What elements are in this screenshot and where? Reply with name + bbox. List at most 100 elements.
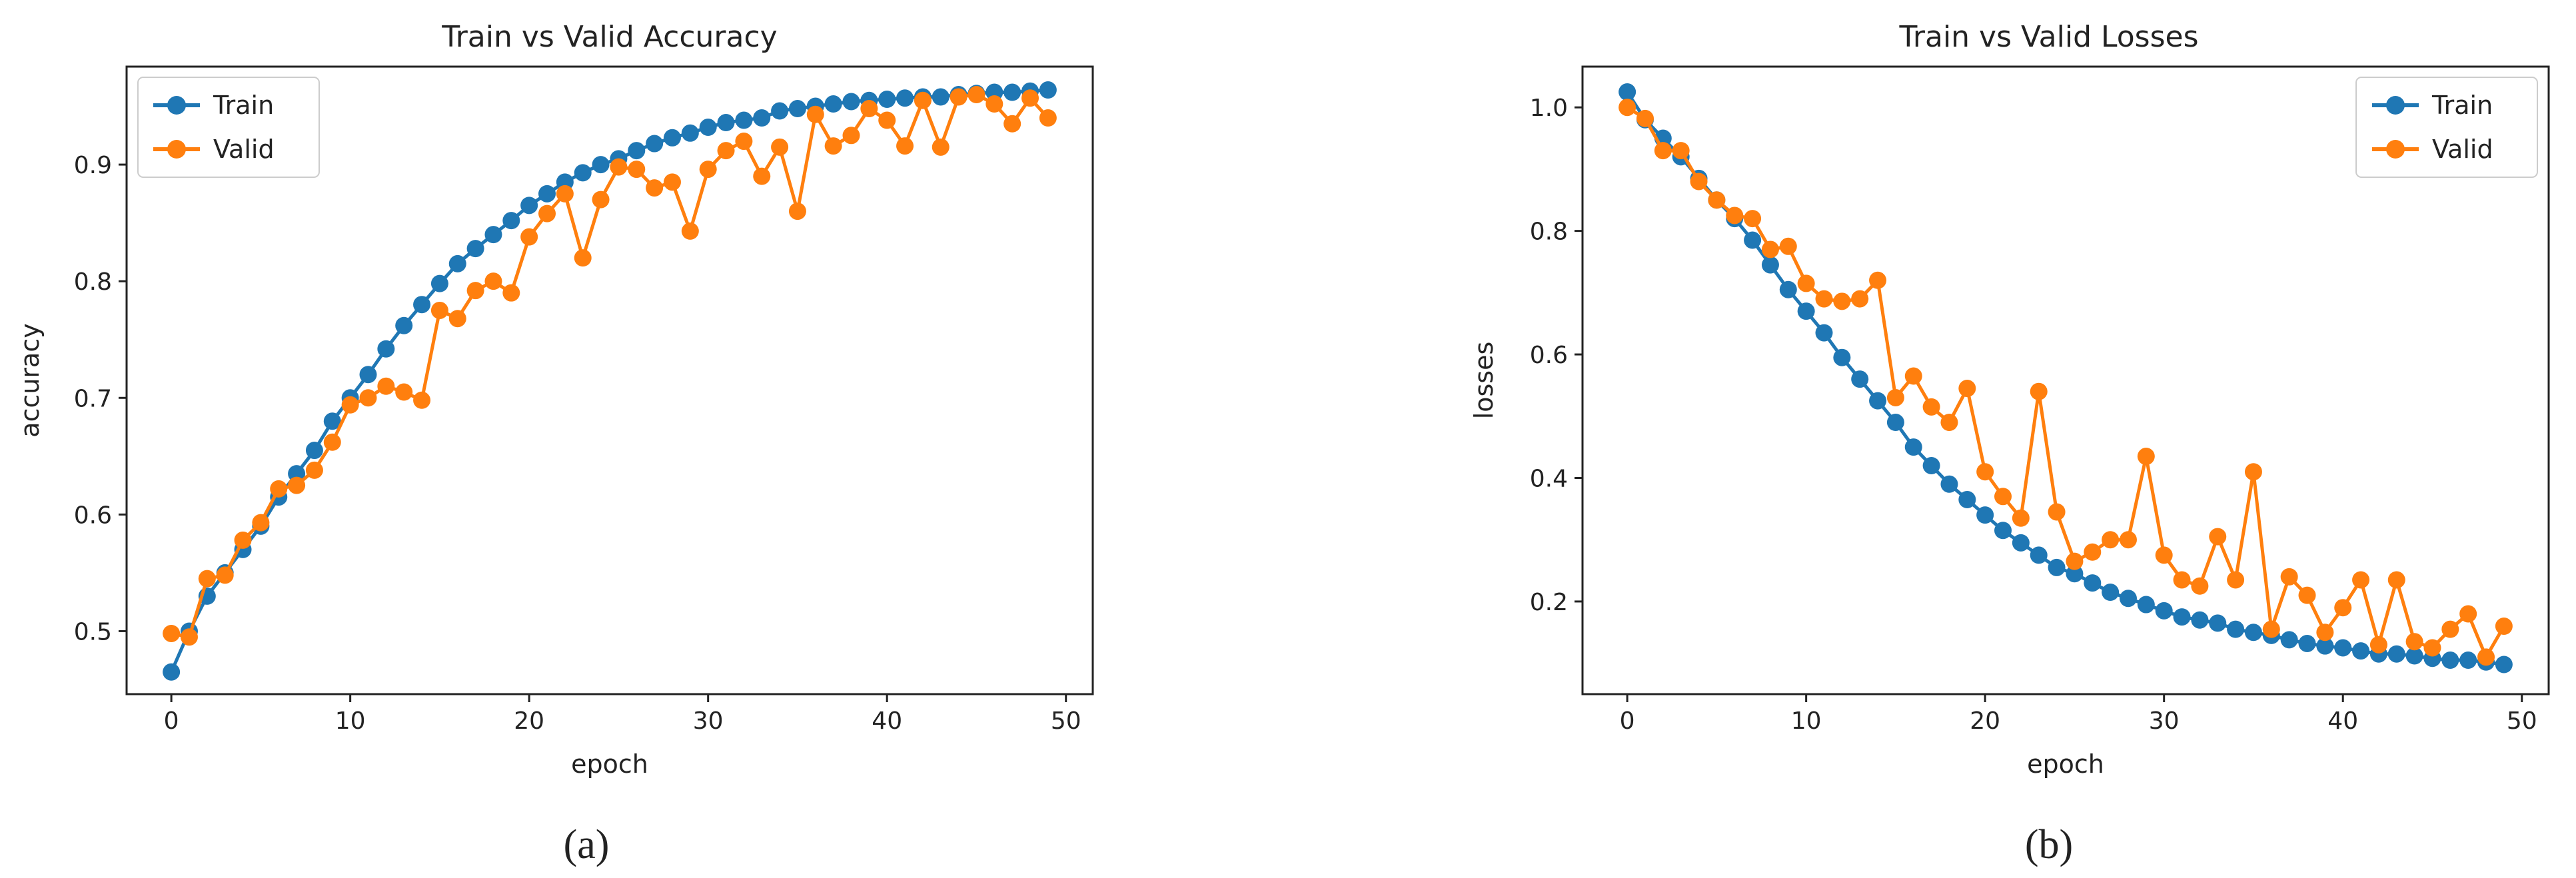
valid-data-point [288, 476, 306, 494]
valid-data-point [1904, 367, 1922, 385]
train-data-point [824, 95, 842, 113]
x-tick-label: 20 [514, 707, 544, 735]
train-data-point [735, 111, 753, 129]
y-axis-label: accuracy [15, 323, 45, 437]
train-data-point [323, 412, 341, 430]
train-data-point [2084, 574, 2102, 592]
legend-valid-label: Valid [2432, 135, 2493, 164]
y-tick-label: 0.6 [1530, 342, 1568, 369]
y-tick-label: 1.0 [1530, 95, 1568, 122]
train-data-point [2227, 620, 2245, 638]
valid-data-point [234, 531, 252, 549]
train-data-point [305, 442, 323, 460]
valid-data-point [556, 185, 574, 203]
y-tick-label: 0.9 [74, 152, 112, 179]
valid-data-point [2119, 531, 2137, 549]
legend-train-label: Train [2431, 91, 2493, 120]
valid-data-point [717, 142, 735, 160]
train-data-point [628, 142, 646, 160]
train-data-point [466, 240, 484, 258]
train-data-point [1797, 302, 1815, 320]
valid-data-point [163, 624, 181, 642]
valid-data-point [2316, 624, 2334, 642]
y-tick-label: 0.8 [1530, 219, 1568, 246]
train-data-point [413, 296, 431, 314]
x-tick-label: 30 [2149, 707, 2180, 735]
train-data-point [1851, 370, 1869, 388]
train-data-point [842, 93, 860, 111]
train-data-point [2119, 590, 2137, 608]
train-data-point [430, 274, 448, 292]
valid-data-point [914, 91, 932, 109]
valid-data-point [2352, 571, 2370, 589]
x-axis-ticks: 0 10 20 30 40 50 [1620, 694, 2537, 735]
valid-data-point [2030, 382, 2048, 400]
train-data-point [753, 109, 771, 127]
chart-title: Train vs Valid Accuracy [441, 20, 777, 54]
valid-data-point [2191, 577, 2209, 595]
train-data-point [2441, 652, 2459, 669]
train-data-point [2334, 639, 2352, 657]
train-data-point [932, 88, 950, 106]
valid-data-point [2477, 648, 2495, 666]
train-data-point [2387, 645, 2405, 663]
valid-data-point [198, 570, 216, 588]
train-data-point [2316, 637, 2334, 655]
legend-train-marker [2386, 96, 2405, 115]
valid-data-point [2209, 528, 2227, 546]
x-axis-label: epoch [571, 749, 648, 779]
valid-data-point [1797, 274, 1815, 292]
x-axis-ticks: 0 10 20 30 40 50 [164, 694, 1081, 735]
train-data-point [163, 663, 181, 681]
valid-data-point [466, 282, 484, 300]
valid-data-point [323, 433, 341, 451]
train-data-point [2102, 584, 2120, 602]
train-data-point [646, 135, 664, 153]
train-data-point [681, 124, 699, 142]
plot-area [163, 81, 1057, 681]
valid-data-point [1761, 240, 1779, 258]
valid-data-point [2334, 599, 2352, 617]
train-data-point [502, 212, 520, 230]
train-data-point [1039, 81, 1057, 99]
train-data-point [1904, 438, 1922, 456]
y-tick-label: 0.6 [74, 502, 112, 529]
x-tick-label: 10 [1791, 707, 1822, 735]
valid-data-point [788, 203, 806, 220]
train-data-point [1976, 506, 1994, 524]
legend-valid-label: Valid [213, 135, 275, 164]
valid-data-point [967, 86, 985, 104]
x-tick-label: 40 [2327, 707, 2358, 735]
valid-data-point [932, 138, 950, 156]
valid-data-point [2441, 620, 2459, 638]
valid-data-point [430, 301, 448, 319]
train-data-point [1994, 522, 2012, 540]
train-data-point [2066, 565, 2084, 583]
valid-data-point [663, 173, 681, 191]
valid-data-point [1994, 488, 2012, 506]
valid-data-point [842, 127, 860, 145]
train-data-point [1958, 490, 1976, 508]
valid-data-point [646, 179, 664, 197]
valid-data-point [216, 566, 234, 584]
valid-data-point [574, 249, 592, 267]
y-tick-label: 0.4 [1530, 465, 1568, 492]
train-data-point [1003, 83, 1021, 101]
train-data-point [1922, 456, 1940, 474]
train-data-point [1886, 414, 1904, 432]
valid-data-point [1708, 191, 1726, 209]
train-data-point [377, 340, 395, 358]
valid-data-point [1690, 173, 1708, 191]
legend: Train Valid [137, 77, 320, 178]
train-data-point [2244, 624, 2262, 642]
valid-data-point [413, 391, 431, 409]
valid-data-point [896, 137, 914, 155]
valid-data-point [1869, 271, 1887, 289]
valid-data-point [1726, 207, 1744, 224]
valid-data-point [305, 461, 323, 479]
valid-data-point [860, 100, 878, 118]
valid-data-point [681, 222, 699, 240]
valid-data-point [180, 628, 198, 646]
plot-frame [125, 65, 1094, 695]
train-data-point [788, 100, 806, 118]
